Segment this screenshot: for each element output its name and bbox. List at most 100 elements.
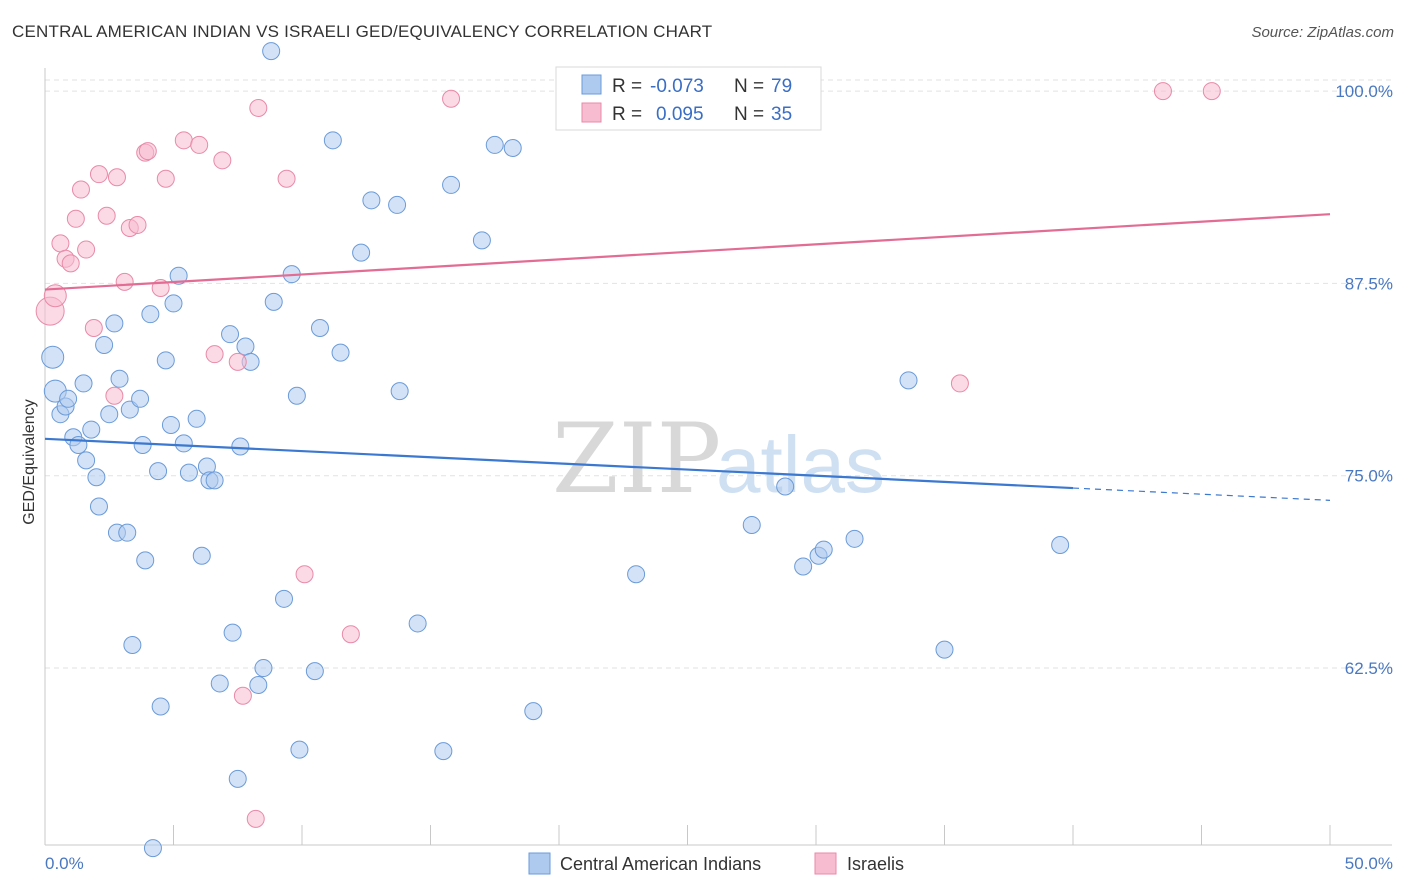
- legend-n-value: 79: [771, 76, 792, 97]
- data-point-israelis: [156, 169, 175, 188]
- data-point-central-american-indians: [249, 675, 268, 694]
- y-tick-label: 100.0%: [1335, 82, 1393, 101]
- data-point-central-american-indians: [151, 697, 170, 716]
- data-point-israelis: [249, 99, 268, 118]
- y-tick-label: 87.5%: [1345, 274, 1393, 293]
- data-point-israelis: [128, 215, 147, 234]
- data-point-central-american-indians: [352, 243, 371, 262]
- data-point-central-american-indians: [169, 266, 188, 285]
- legend-n-label: N =: [734, 76, 764, 97]
- data-point-central-american-indians: [899, 371, 918, 390]
- data-point-central-american-indians: [485, 135, 504, 154]
- data-point-israelis: [97, 206, 116, 225]
- legend-n-label: N =: [734, 104, 764, 125]
- data-point-central-american-indians: [95, 335, 114, 354]
- data-point-central-american-indians: [814, 540, 833, 559]
- data-point-central-american-indians: [69, 435, 88, 454]
- data-point-central-american-indians: [236, 337, 255, 356]
- data-point-central-american-indians: [223, 623, 242, 642]
- data-point-central-american-indians: [362, 191, 381, 210]
- data-point-central-american-indians: [210, 674, 229, 693]
- series-legend-label-israelis: Israelis: [847, 854, 904, 874]
- data-point-central-american-indians: [41, 345, 65, 369]
- trend-line-central-american-indians: [44, 437, 1074, 490]
- data-point-israelis: [61, 254, 80, 273]
- trend-line-israelis: [44, 213, 1331, 291]
- data-point-israelis: [115, 272, 134, 291]
- data-point-central-american-indians: [105, 314, 124, 333]
- data-point-central-american-indians: [100, 405, 119, 424]
- data-point-central-american-indians: [742, 515, 761, 534]
- data-point-central-american-indians: [794, 557, 813, 576]
- data-point-israelis: [138, 142, 157, 161]
- data-point-israelis: [442, 89, 461, 108]
- legend-r-label: R =: [612, 76, 642, 97]
- chart-title: CENTRAL AMERICAN INDIAN VS ISRAELI GED/E…: [12, 22, 713, 41]
- data-point-central-american-indians: [133, 435, 152, 454]
- watermark-zip: ZIP: [552, 403, 721, 515]
- x-tick-label: 50.0%: [1345, 854, 1393, 873]
- series-legend-label-central-american-indians: Central American Indians: [560, 854, 761, 874]
- data-point-israelis: [174, 131, 193, 150]
- data-point-central-american-indians: [524, 702, 543, 721]
- data-point-central-american-indians: [231, 437, 250, 456]
- data-point-central-american-indians: [74, 374, 93, 393]
- data-point-israelis: [77, 240, 96, 259]
- data-point-central-american-indians: [331, 343, 350, 362]
- data-point-israelis: [105, 386, 124, 405]
- watermark: ZIP atlas: [552, 403, 885, 515]
- data-point-israelis: [107, 168, 126, 187]
- data-point-israelis: [246, 809, 265, 828]
- trend-line-extension-central-american-indians: [1072, 487, 1331, 501]
- data-point-central-american-indians: [228, 769, 247, 788]
- axes: [44, 68, 1392, 846]
- data-point-central-american-indians: [434, 742, 453, 761]
- data-point-israelis: [71, 180, 90, 199]
- data-point-central-american-indians: [110, 369, 129, 388]
- data-point-israelis: [277, 169, 296, 188]
- data-point-central-american-indians: [89, 497, 108, 516]
- data-point-israelis: [295, 565, 314, 584]
- data-point-central-american-indians: [174, 434, 193, 453]
- data-point-central-american-indians: [131, 389, 150, 408]
- data-point-central-american-indians: [388, 195, 407, 214]
- data-point-central-american-indians: [845, 529, 864, 548]
- legend-r-value: 0.095: [656, 104, 704, 125]
- legend-r-value: -0.073: [650, 76, 704, 97]
- data-point-central-american-indians: [164, 294, 183, 313]
- data-point-israelis: [950, 374, 969, 393]
- data-point-israelis: [341, 625, 360, 644]
- data-point-central-american-indians: [179, 463, 198, 482]
- data-point-israelis: [84, 319, 103, 338]
- data-point-central-american-indians: [627, 565, 646, 584]
- data-point-central-american-indians: [472, 231, 491, 250]
- data-point-israelis: [66, 209, 85, 228]
- y-axis-label: GED/Equivalency: [21, 399, 38, 524]
- data-point-central-american-indians: [156, 351, 175, 370]
- data-points: [35, 42, 1221, 858]
- x-tick-label: 0.0%: [45, 854, 84, 873]
- data-point-israelis: [1202, 82, 1221, 101]
- data-point-central-american-indians: [408, 614, 427, 633]
- data-point-israelis: [213, 151, 232, 170]
- data-point-israelis: [51, 234, 70, 253]
- data-point-central-american-indians: [275, 589, 294, 608]
- data-point-israelis: [228, 352, 247, 371]
- data-point-central-american-indians: [262, 42, 281, 61]
- data-point-central-american-indians: [1051, 535, 1070, 554]
- data-point-central-american-indians: [442, 175, 461, 194]
- data-point-central-american-indians: [141, 305, 160, 324]
- trend-lines: [44, 213, 1331, 501]
- data-point-central-american-indians: [287, 386, 306, 405]
- legend-swatch-israelis: [581, 102, 602, 123]
- data-point-central-american-indians: [776, 477, 795, 496]
- data-point-central-american-indians: [149, 462, 168, 481]
- data-point-israelis: [1153, 82, 1172, 101]
- data-point-israelis: [205, 345, 224, 364]
- data-point-central-american-indians: [87, 468, 106, 487]
- data-point-central-american-indians: [390, 382, 409, 401]
- data-point-central-american-indians: [290, 740, 309, 759]
- source-credit: Source: ZipAtlas.com: [1251, 24, 1394, 41]
- data-point-central-american-indians: [59, 389, 78, 408]
